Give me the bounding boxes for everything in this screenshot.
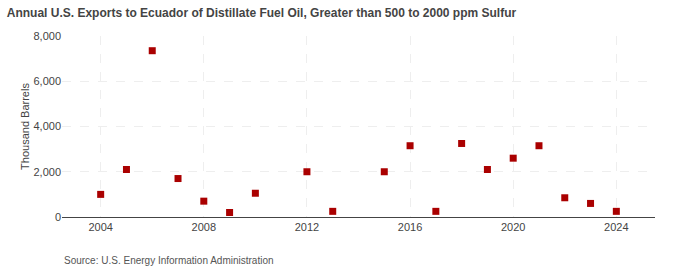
svg-text:8,000: 8,000 xyxy=(33,30,61,42)
svg-text:2004: 2004 xyxy=(88,221,112,233)
svg-text:2008: 2008 xyxy=(192,221,216,233)
svg-text:6,000: 6,000 xyxy=(33,75,61,87)
svg-text:0: 0 xyxy=(55,211,61,223)
svg-text:2012: 2012 xyxy=(295,221,319,233)
svg-text:2024: 2024 xyxy=(604,221,628,233)
svg-text:Annual U.S. Exports to Ecuador: Annual U.S. Exports to Ecuador of Distil… xyxy=(7,6,517,20)
svg-text:4,000: 4,000 xyxy=(33,120,61,132)
svg-text:2020: 2020 xyxy=(501,221,525,233)
svg-text:2016: 2016 xyxy=(398,221,422,233)
svg-text:Source: U.S. Energy Informatio: Source: U.S. Energy Information Administ… xyxy=(64,255,274,266)
svg-text:2,000: 2,000 xyxy=(33,166,61,178)
svg-text:Thousand Barrels: Thousand Barrels xyxy=(19,83,31,170)
